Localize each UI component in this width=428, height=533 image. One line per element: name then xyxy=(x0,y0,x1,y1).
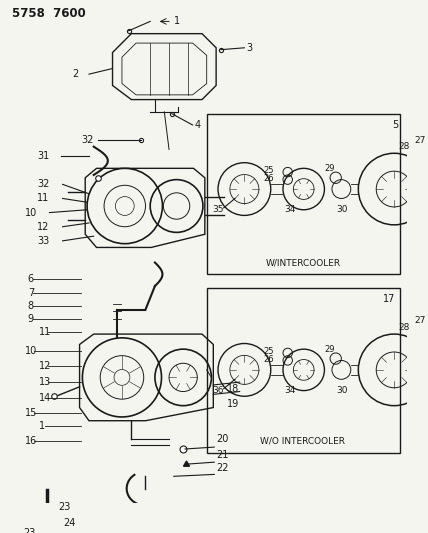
Text: 29: 29 xyxy=(324,164,335,173)
Text: 5758  7600: 5758 7600 xyxy=(12,7,86,20)
Text: 6: 6 xyxy=(28,273,34,284)
Text: 18: 18 xyxy=(227,384,240,394)
Text: 5: 5 xyxy=(392,120,398,130)
Text: 19: 19 xyxy=(227,399,240,409)
Text: 14: 14 xyxy=(39,393,51,403)
Text: 7: 7 xyxy=(28,288,34,297)
Text: 23: 23 xyxy=(23,528,36,533)
Text: 27: 27 xyxy=(415,317,426,326)
Text: 11: 11 xyxy=(37,193,50,204)
Text: 22: 22 xyxy=(216,463,229,473)
Text: 1: 1 xyxy=(174,17,180,27)
Text: 15: 15 xyxy=(25,408,37,418)
Text: 30: 30 xyxy=(337,205,348,214)
Text: 30: 30 xyxy=(337,386,348,395)
Text: 27: 27 xyxy=(415,135,426,144)
Text: 29: 29 xyxy=(324,345,335,354)
Text: 36: 36 xyxy=(212,386,224,395)
Text: 24: 24 xyxy=(64,519,76,528)
Bar xyxy=(207,288,400,453)
Text: 26: 26 xyxy=(263,174,274,183)
Text: 2: 2 xyxy=(72,69,78,79)
Text: 16: 16 xyxy=(25,437,37,447)
Text: 23: 23 xyxy=(58,503,70,512)
Text: 17: 17 xyxy=(383,294,395,304)
Text: 31: 31 xyxy=(37,151,50,161)
Text: 3: 3 xyxy=(246,43,253,53)
Text: 4: 4 xyxy=(194,120,201,130)
Text: 1: 1 xyxy=(39,422,45,431)
Text: 26: 26 xyxy=(263,355,274,364)
Text: 28: 28 xyxy=(399,142,410,151)
Text: 13: 13 xyxy=(39,377,51,387)
Bar xyxy=(207,114,400,274)
Text: 10: 10 xyxy=(25,346,37,356)
Text: 32: 32 xyxy=(81,135,94,145)
Text: 10: 10 xyxy=(25,207,37,217)
Text: 8: 8 xyxy=(28,301,34,311)
Text: 34: 34 xyxy=(284,386,295,395)
Text: 34: 34 xyxy=(284,205,295,214)
Text: 25: 25 xyxy=(263,346,274,356)
Text: 9: 9 xyxy=(28,314,34,324)
Text: 33: 33 xyxy=(37,236,50,246)
Text: 32: 32 xyxy=(37,179,50,189)
Text: 12: 12 xyxy=(37,222,50,232)
Text: W/INTERCOOLER: W/INTERCOOLER xyxy=(265,258,340,267)
Text: 28: 28 xyxy=(399,323,410,332)
Text: 12: 12 xyxy=(39,361,51,371)
Text: 35: 35 xyxy=(212,205,224,214)
Text: W/O INTERCOOLER: W/O INTERCOOLER xyxy=(260,437,345,446)
Text: 21: 21 xyxy=(216,450,229,459)
Text: 20: 20 xyxy=(216,434,229,443)
Text: 25: 25 xyxy=(263,166,274,175)
Text: 11: 11 xyxy=(39,327,51,337)
